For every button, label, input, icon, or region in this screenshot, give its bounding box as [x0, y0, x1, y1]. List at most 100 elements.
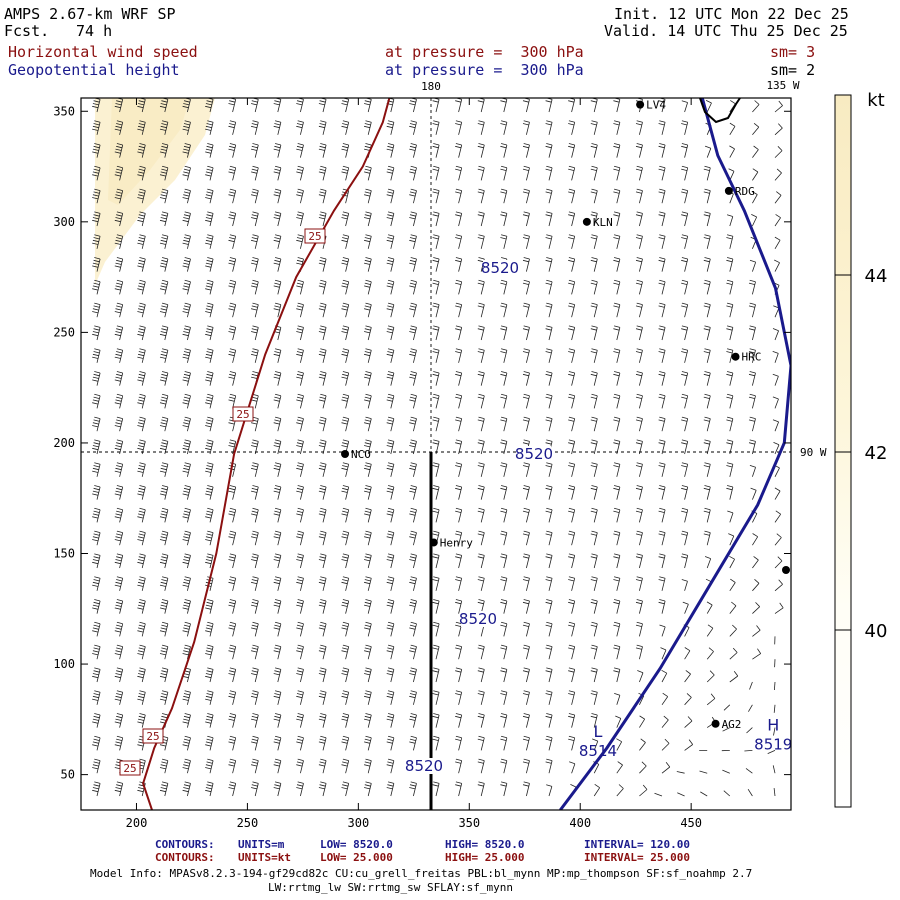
wind-barb	[205, 621, 214, 637]
wind-barb	[684, 716, 693, 728]
wind-barb	[432, 416, 440, 432]
wind-barb	[432, 485, 440, 500]
wind-barb	[729, 624, 737, 637]
wind-barb	[159, 98, 169, 113]
wind-barb	[228, 188, 237, 204]
wind-barb	[318, 644, 327, 660]
wind-barb	[455, 462, 463, 477]
wind-barb	[182, 416, 191, 432]
station-dot-hrc	[731, 352, 740, 361]
wind-barb	[159, 234, 169, 249]
wind-barb	[590, 553, 598, 569]
wind-barb	[613, 257, 621, 272]
wind-barb	[590, 576, 598, 591]
wind-barb	[409, 302, 417, 318]
wind-barb	[681, 462, 689, 477]
wind-barb	[658, 279, 666, 295]
wind-barb	[364, 530, 372, 546]
wind-barb	[114, 371, 124, 386]
wind-barb	[92, 599, 101, 614]
wind-barb	[114, 257, 124, 272]
wind-barb	[746, 727, 753, 734]
wind-barb	[590, 143, 598, 158]
wind-barb	[318, 485, 327, 500]
wind-barb	[341, 143, 350, 158]
wind-barb	[635, 485, 643, 500]
wind-barb	[432, 211, 440, 227]
wind-barb	[296, 279, 304, 295]
wind-barb	[500, 735, 508, 751]
wind-barb	[500, 576, 508, 591]
wind-barb	[273, 234, 282, 249]
wind-barb	[704, 556, 712, 569]
wind-barb	[205, 325, 214, 341]
meridian-label-135w: 135 W	[766, 79, 799, 92]
wind-barb	[318, 393, 327, 409]
wind-contour-label-1: 25	[236, 408, 249, 421]
wind-barb	[182, 599, 191, 614]
x-tick-label: 400	[569, 816, 591, 830]
wind-barb	[613, 211, 621, 227]
wind-barb	[658, 348, 666, 363]
wind-barb	[92, 120, 101, 135]
wind-barb	[500, 325, 508, 341]
station-label-hrc: HRC	[742, 351, 762, 364]
wind-barb	[774, 146, 783, 158]
wind-barb	[590, 279, 598, 295]
wind-barb	[296, 234, 304, 249]
wind-barb	[296, 713, 304, 728]
wind-barb	[386, 462, 395, 477]
wind-barb	[273, 462, 282, 477]
wind-barb	[522, 621, 530, 637]
wind-barb	[432, 621, 440, 637]
wind-barb	[137, 644, 146, 660]
pressure-level-2: at pressure = 300 hPa	[385, 61, 584, 79]
wind-barb	[205, 234, 214, 249]
wind-barb	[729, 555, 735, 569]
wind-barb	[681, 507, 689, 523]
wind-barb	[159, 644, 169, 660]
wind-barb	[114, 576, 124, 591]
wind-barb	[92, 348, 101, 363]
wind-barb	[752, 579, 760, 592]
wind-barb	[752, 602, 760, 614]
wind-barb	[545, 758, 553, 774]
field-wind-label: Horizontal wind speed	[8, 43, 198, 61]
wind-barb	[522, 690, 530, 705]
wind-barb	[364, 690, 372, 705]
wind-barb	[386, 98, 395, 113]
wind-barb	[703, 393, 711, 409]
wind-barb	[546, 784, 553, 797]
wind-barb	[296, 120, 304, 135]
wind-barb	[661, 738, 670, 751]
wind-barb	[545, 507, 553, 523]
wind-barb	[613, 530, 621, 546]
wind-barb	[477, 713, 485, 728]
wind-barb	[364, 234, 372, 249]
wind-speed-shading	[95, 98, 215, 285]
wind-barb	[613, 553, 621, 569]
wind-barb	[341, 393, 350, 409]
station-dot-nco	[341, 450, 350, 458]
wind-barb	[751, 191, 758, 204]
wind-barb	[92, 462, 101, 477]
wind-barb	[364, 507, 372, 523]
wind-barb	[92, 485, 101, 500]
wind-barb	[568, 393, 576, 409]
station-label-kln: KLN	[593, 216, 613, 229]
wind-barb	[703, 279, 711, 295]
wind-barb	[228, 576, 237, 591]
wind-barb	[409, 621, 417, 637]
footer-row2-low: LOW= 25.000	[320, 851, 393, 864]
wind-barb	[635, 530, 643, 546]
wind-barb	[568, 690, 576, 705]
wind-barb	[273, 302, 282, 318]
wind-barb	[205, 371, 214, 386]
wind-barb	[635, 576, 643, 591]
wind-barb	[681, 257, 689, 272]
wind-barb	[590, 599, 598, 614]
wind-barb	[723, 790, 731, 797]
wind-barb	[159, 188, 169, 204]
wind-barb	[228, 485, 237, 500]
wind-barb	[182, 758, 191, 774]
